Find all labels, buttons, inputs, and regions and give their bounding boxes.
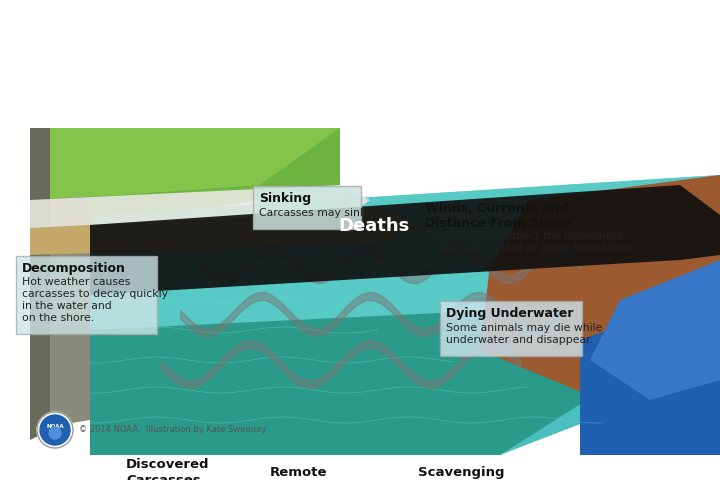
Polygon shape [580,290,720,455]
Text: These factors impact the movement
of animals toward or away from shore.: These factors impact the movement of ani… [425,230,636,252]
Text: Remote
Strandings: Remote Strandings [270,466,352,480]
FancyBboxPatch shape [16,255,158,334]
Circle shape [40,415,70,445]
Polygon shape [30,128,50,440]
Text: Carcasses may sink.: Carcasses may sink. [259,207,370,217]
Text: Decomposition: Decomposition [22,262,125,275]
Polygon shape [30,185,370,230]
Text: © 2014 NOAA.  Illustration by Kate Sweeney: © 2014 NOAA. Illustration by Kate Sweene… [79,425,266,434]
Text: Sinking: Sinking [259,192,311,205]
Polygon shape [590,260,720,400]
Polygon shape [90,310,650,455]
Circle shape [49,427,61,439]
Polygon shape [90,185,720,295]
FancyBboxPatch shape [441,301,582,356]
Text: Some animals may die while
underwater and disappear.: Some animals may die while underwater an… [446,323,603,345]
Polygon shape [30,210,420,255]
Text: Deaths: Deaths [338,216,410,235]
Polygon shape [30,128,340,200]
Text: Winds, Currents and
Distance From Shore: Winds, Currents and Distance From Shore [425,202,571,230]
Polygon shape [480,175,720,400]
Text: NOAA: NOAA [46,424,64,430]
Text: Discovered
Carcasses: Discovered Carcasses [126,458,210,480]
Polygon shape [90,175,720,455]
Text: Dying Underwater: Dying Underwater [446,307,574,320]
Polygon shape [30,128,90,430]
Circle shape [37,412,73,448]
Text: Scavenging: Scavenging [418,466,504,479]
Polygon shape [90,175,720,340]
Text: Hot weather causes
carcasses to decay quickly
in the water and
on the shore.: Hot weather causes carcasses to decay qu… [22,277,168,323]
FancyBboxPatch shape [253,186,361,229]
Polygon shape [30,128,340,230]
